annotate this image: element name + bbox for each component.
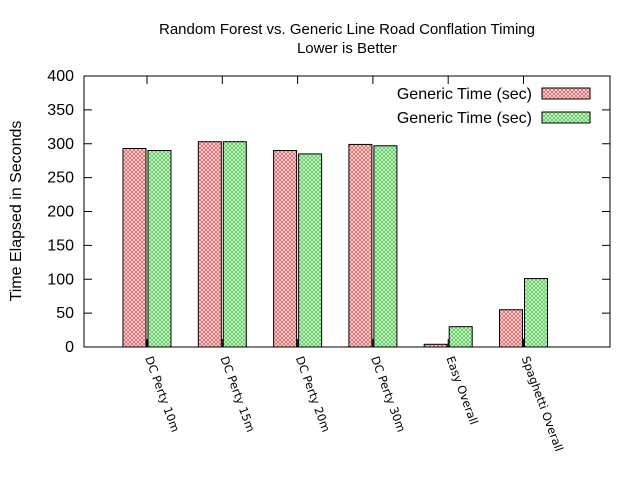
x-category-label: DC Perty 15m [217, 354, 257, 434]
x-category-label: Easy Overall [443, 354, 481, 426]
x-category-label: DC Perty 20m [293, 354, 333, 434]
bar-series2 [524, 278, 548, 348]
chart-title: Random Forest vs. Generic Line Road Conf… [159, 21, 535, 38]
bar-series2 [448, 326, 473, 348]
bar-series2 [147, 150, 172, 348]
bar-series1 [197, 141, 222, 348]
y-tick-label: 350 [47, 102, 74, 119]
x-category-label: DC Perty 30m [368, 354, 408, 434]
bar-series2 [373, 145, 398, 348]
bar-series1 [499, 309, 523, 348]
x-category-label: DC Perty 10m [142, 354, 182, 434]
y-tick-label: 150 [47, 237, 74, 254]
y-tick-label: 0 [65, 339, 74, 356]
y-tick-label: 300 [47, 136, 74, 153]
chart-subtitle: Lower is Better [297, 40, 397, 57]
legend-label: Generic Time (sec) [397, 86, 532, 103]
y-tick-label: 50 [56, 305, 74, 322]
legend-swatch [541, 87, 591, 100]
bar-series2 [222, 141, 247, 348]
y-tick-label: 200 [47, 204, 74, 221]
legend-label: Generic Time (sec) [397, 110, 532, 127]
y-tick-label: 100 [47, 271, 74, 288]
y-tick-label: 250 [47, 170, 74, 187]
bar-series1 [423, 343, 448, 348]
bar-series1 [273, 150, 298, 348]
y-axis-label: Time Elapsed in Seconds [8, 121, 25, 302]
x-category-label: Spaghetti Overall [519, 354, 566, 453]
bar-series1 [348, 143, 373, 348]
legend-swatch [541, 111, 591, 124]
y-tick-label: 400 [47, 68, 74, 85]
bar-series2 [298, 153, 323, 348]
plot-area: 0 50 100 150 200 250 300 350 400 DC Perty 10m DC P… [47, 68, 611, 453]
bar-series1 [122, 147, 147, 348]
